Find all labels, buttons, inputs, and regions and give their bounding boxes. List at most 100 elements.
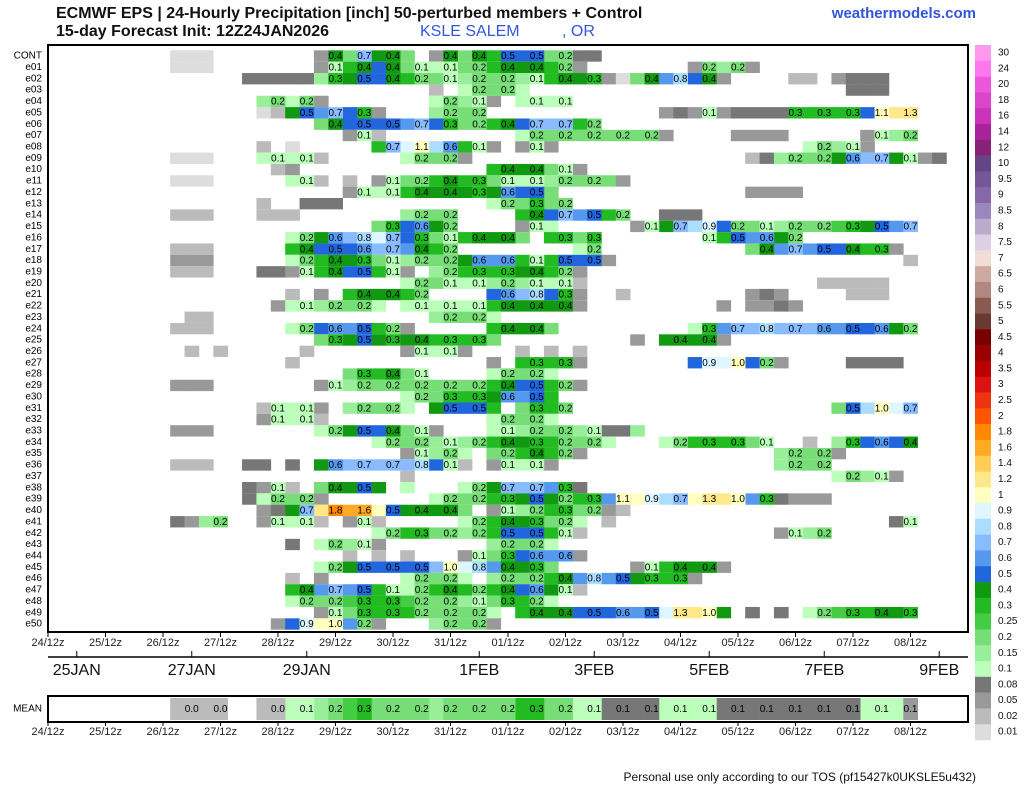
cell <box>630 73 645 85</box>
cell <box>745 129 760 142</box>
cell <box>500 413 516 426</box>
cell-label: 0.2 <box>444 267 458 278</box>
cell-label: 0.1 <box>386 187 400 198</box>
cell <box>457 311 473 323</box>
cell-label: 0.1 <box>415 449 429 460</box>
cell <box>414 243 430 255</box>
cell <box>615 288 631 301</box>
cell <box>773 322 789 335</box>
cell <box>457 482 473 494</box>
cell <box>759 243 775 255</box>
cell <box>299 95 315 108</box>
cell <box>472 334 487 346</box>
cell <box>515 368 530 380</box>
cell <box>845 698 861 720</box>
cell-label: 0.2 <box>789 460 803 471</box>
cell <box>371 504 387 517</box>
cell <box>572 572 588 585</box>
cell <box>687 322 703 335</box>
cell-label: 0.2 <box>415 74 429 85</box>
cell <box>601 175 617 187</box>
cell <box>572 118 588 130</box>
cell <box>572 493 588 505</box>
cell <box>874 606 890 619</box>
cell-label: 0.2 <box>472 494 486 505</box>
cell <box>443 572 458 585</box>
cell <box>285 163 300 176</box>
cell <box>486 391 502 403</box>
row-label: e02 <box>25 73 42 84</box>
cell <box>543 561 559 573</box>
cell <box>486 584 502 596</box>
cell <box>817 322 832 335</box>
cell <box>428 391 444 403</box>
cell <box>543 538 559 551</box>
cell <box>328 254 343 267</box>
cell <box>529 482 545 494</box>
cell <box>759 129 775 142</box>
cell <box>486 561 502 573</box>
cell <box>198 209 214 221</box>
cell <box>371 107 387 119</box>
cell <box>558 504 573 517</box>
cell-label: 0.4 <box>415 506 429 517</box>
cell <box>860 288 875 301</box>
cell <box>385 595 401 607</box>
cell <box>342 118 358 130</box>
cell-label: 0.2 <box>444 210 458 221</box>
cell <box>486 163 502 176</box>
cell <box>170 266 185 278</box>
cell <box>515 584 530 596</box>
cell <box>371 618 387 630</box>
cell-label: 0.1 <box>530 142 544 153</box>
legend-label: 1.6 <box>998 442 1012 453</box>
cell <box>572 232 588 244</box>
cell <box>730 357 746 369</box>
cell-label: 0.2 <box>559 131 573 142</box>
cell-label: 0.2 <box>444 596 458 607</box>
cell <box>428 232 444 244</box>
cell-label: 0.2 <box>271 494 285 505</box>
cell <box>558 118 573 130</box>
legend-swatch <box>975 139 991 156</box>
cell-label: 0.2 <box>300 233 314 244</box>
cell <box>457 232 473 244</box>
cell <box>371 288 387 301</box>
row-label: e41 <box>25 516 42 527</box>
cell <box>543 198 559 210</box>
cell-label: 0.4 <box>559 301 573 312</box>
cell <box>486 300 502 312</box>
row-label: e48 <box>25 596 42 607</box>
row-label: e18 <box>25 255 42 266</box>
cell <box>184 698 200 720</box>
cell-label: 0.2 <box>300 256 314 267</box>
row-label: e28 <box>25 369 42 380</box>
cell <box>472 73 487 85</box>
cell-label: 0.7 <box>501 483 515 494</box>
cell <box>486 141 502 153</box>
cell <box>400 232 415 244</box>
cell <box>730 698 746 720</box>
cell <box>486 357 502 369</box>
cell <box>515 606 530 619</box>
cell-label: 0.7 <box>559 210 573 221</box>
cell <box>817 277 832 289</box>
cell <box>587 698 602 720</box>
cell <box>515 391 530 403</box>
cell <box>788 527 803 539</box>
cell <box>328 300 343 312</box>
cell <box>184 459 200 471</box>
cell <box>630 129 645 142</box>
cell <box>385 561 401 573</box>
cell-label: 0.5 <box>357 585 371 596</box>
cell <box>357 129 372 142</box>
cell <box>845 243 861 255</box>
cell <box>486 175 502 187</box>
cell <box>443 107 458 119</box>
cell <box>903 129 918 142</box>
cell <box>486 266 502 278</box>
row-label: e50 <box>25 619 42 630</box>
cell <box>802 436 818 448</box>
cell <box>702 61 717 74</box>
legend-label: 0.3 <box>998 600 1012 611</box>
